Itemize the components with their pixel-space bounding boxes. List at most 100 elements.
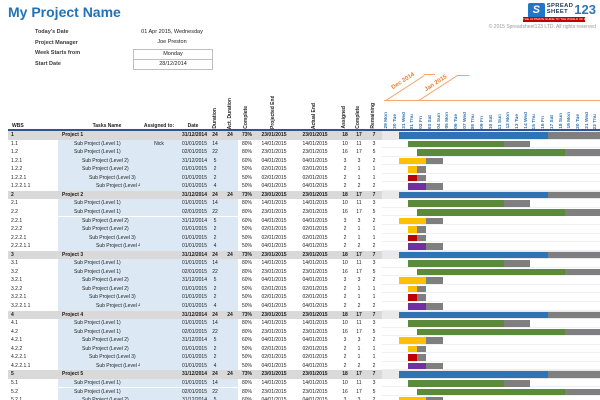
- cell-wbs[interactable]: 4.2.1: [11, 337, 23, 344]
- cell-task[interactable]: Sub Project (Level 4): [58, 361, 140, 371]
- cell-actual-end[interactable]: 14/01/2015: [302, 260, 328, 267]
- cell-assigned-to[interactable]: [140, 302, 178, 311]
- cell-assigned[interactable]: 10: [342, 200, 348, 207]
- cell-wbs[interactable]: 5.2: [11, 388, 18, 395]
- cell-act-duration[interactable]: [222, 233, 238, 243]
- cell-remaining[interactable]: 2: [372, 337, 376, 344]
- cell-assigned[interactable]: 3: [338, 396, 352, 400]
- cell-complete-days[interactable]: 11: [356, 140, 362, 147]
- cell-assigned[interactable]: 2: [343, 354, 347, 361]
- cell-date[interactable]: 01/01/2015: [178, 259, 208, 268]
- cell-remaining[interactable]: 2: [372, 157, 376, 164]
- cell-task[interactable]: Sub Project (Level 2): [58, 276, 140, 285]
- cell-duration[interactable]: 14: [208, 259, 222, 268]
- cell-act-duration[interactable]: [222, 199, 238, 208]
- cell-task[interactable]: Sub Project (Level 2): [58, 344, 140, 354]
- cell-remaining[interactable]: 5: [372, 328, 376, 335]
- cell-complete-days[interactable]: 3: [352, 396, 366, 400]
- cell-date[interactable]: 31/12/2014: [181, 371, 207, 378]
- cell-task[interactable]: Project 4: [62, 311, 84, 318]
- cell-duration[interactable]: 22: [208, 387, 222, 397]
- cell-complete-days[interactable]: 17: [356, 149, 362, 156]
- cell-remaining[interactable]: 2: [372, 277, 376, 284]
- cell-actual-end[interactable]: 02/01/2015: [302, 226, 328, 233]
- cell-actual-end[interactable]: 04/01/2015: [302, 337, 328, 344]
- cell-remaining[interactable]: 3: [372, 200, 376, 207]
- cell-date[interactable]: 31/12/2014: [178, 156, 208, 166]
- cell-date[interactable]: 31/12/2014: [181, 132, 207, 138]
- cell-complete-days[interactable]: 3: [357, 217, 361, 224]
- cell-actual-end[interactable]: 14/01/2015: [302, 140, 328, 147]
- cell-complete[interactable]: 60%: [241, 157, 252, 164]
- cell-duration[interactable]: 2: [208, 165, 222, 174]
- cell-date[interactable]: 31/12/2014: [178, 216, 208, 226]
- cell-date[interactable]: 01/01/2015: [178, 199, 208, 208]
- cell-remaining[interactable]: 2: [366, 396, 382, 400]
- cell-projected-end[interactable]: 14/01/2015: [261, 140, 287, 147]
- cell-projected-end[interactable]: 04/01/2015: [261, 243, 287, 250]
- cell-wbs[interactable]: 3.2.2.1: [11, 294, 27, 301]
- cell-wbs[interactable]: 2: [11, 191, 14, 198]
- cell-task[interactable]: Sub Project (Level 2): [58, 156, 140, 166]
- cell-date[interactable]: 01/01/2015: [178, 173, 208, 183]
- cell-complete-days[interactable]: 2: [357, 243, 361, 250]
- cell-task[interactable]: Sub Project (Level 1): [58, 387, 140, 397]
- cell-wbs[interactable]: 1.2.2.1.1: [11, 183, 31, 190]
- cell-act-duration[interactable]: [222, 378, 238, 388]
- cell-act-duration[interactable]: [222, 327, 238, 337]
- cell-task[interactable]: Sub Project (Level 2): [58, 165, 140, 174]
- cell-complete[interactable]: 50%: [241, 174, 252, 181]
- cell-assigned[interactable]: 2: [343, 174, 347, 181]
- cell-projected-end[interactable]: 02/01/2015: [261, 345, 287, 352]
- cell-assigned-to[interactable]: [140, 344, 178, 354]
- cell-duration[interactable]: 2: [208, 233, 222, 243]
- cell-actual-end[interactable]: 14/01/2015: [302, 379, 328, 386]
- cell-actual-end[interactable]: 23/01/2015: [302, 371, 328, 378]
- cell-assigned[interactable]: 16: [342, 328, 348, 335]
- cell-act-duration[interactable]: [222, 276, 238, 285]
- cell-date[interactable]: 01/01/2015: [178, 344, 208, 354]
- cell-wbs[interactable]: 5: [11, 371, 14, 378]
- cell-assigned[interactable]: 2: [343, 303, 347, 309]
- cell-act-duration[interactable]: [222, 148, 238, 157]
- cell-assigned-to[interactable]: [140, 336, 178, 345]
- cell-date[interactable]: 01/01/2015: [178, 233, 208, 243]
- cell-task[interactable]: Sub Project (Level 3): [58, 233, 140, 243]
- cell-task[interactable]: Project 5: [62, 371, 84, 378]
- cell-wbs[interactable]: 4.2.2: [11, 345, 23, 352]
- cell-complete[interactable]: 80%: [241, 260, 252, 267]
- cell-assigned[interactable]: 2: [343, 226, 347, 233]
- cell-projected-end[interactable]: 23/01/2015: [261, 208, 287, 215]
- cell-complete-days[interactable]: 2: [357, 303, 361, 309]
- cell-projected-end[interactable]: 23/01/2015: [261, 371, 287, 378]
- cell-date[interactable]: 01/01/2015: [178, 302, 208, 311]
- cell-date[interactable]: 01/01/2015: [178, 139, 208, 149]
- cell-wbs[interactable]: 3.2: [11, 268, 18, 275]
- cell-date[interactable]: 02/01/2015: [178, 267, 208, 277]
- cell-remaining[interactable]: 5: [372, 149, 376, 156]
- cell-complete[interactable]: 50%: [241, 345, 252, 352]
- cell-remaining[interactable]: 1: [372, 166, 376, 173]
- cell-wbs[interactable]: 3.2.2: [11, 285, 23, 292]
- cell-complete-days[interactable]: 1: [357, 234, 361, 241]
- cell-task[interactable]: Sub Project (Level 1): [58, 267, 140, 277]
- cell-assigned-to[interactable]: [140, 165, 178, 174]
- cell-projected-end[interactable]: 04/01/2015: [261, 183, 287, 190]
- cell-projected-end[interactable]: 23/01/2015: [261, 132, 287, 138]
- cell-complete-days[interactable]: 1: [357, 285, 361, 292]
- cell-assigned-to[interactable]: [140, 242, 178, 251]
- cell-act-duration[interactable]: [222, 207, 238, 217]
- cell-complete-days[interactable]: 1: [357, 345, 361, 352]
- cell-complete-days[interactable]: 2: [357, 183, 361, 190]
- cell-assigned-to[interactable]: [140, 387, 178, 397]
- cell-complete[interactable]: 73%: [241, 251, 252, 258]
- cell-duration[interactable]: 5: [208, 156, 222, 166]
- cell-wbs[interactable]: 1.2.2: [11, 166, 23, 173]
- cell-wbs[interactable]: 4.2.2.1: [11, 354, 27, 361]
- cell-duration[interactable]: 14: [208, 319, 222, 328]
- cell-assigned[interactable]: 2: [343, 294, 347, 301]
- cell-duration[interactable]: 4: [208, 302, 222, 311]
- cell-projected-end[interactable]: 02/01/2015: [261, 354, 287, 361]
- cell-complete-days[interactable]: 17: [356, 132, 362, 138]
- cell-complete[interactable]: 50%: [241, 183, 252, 190]
